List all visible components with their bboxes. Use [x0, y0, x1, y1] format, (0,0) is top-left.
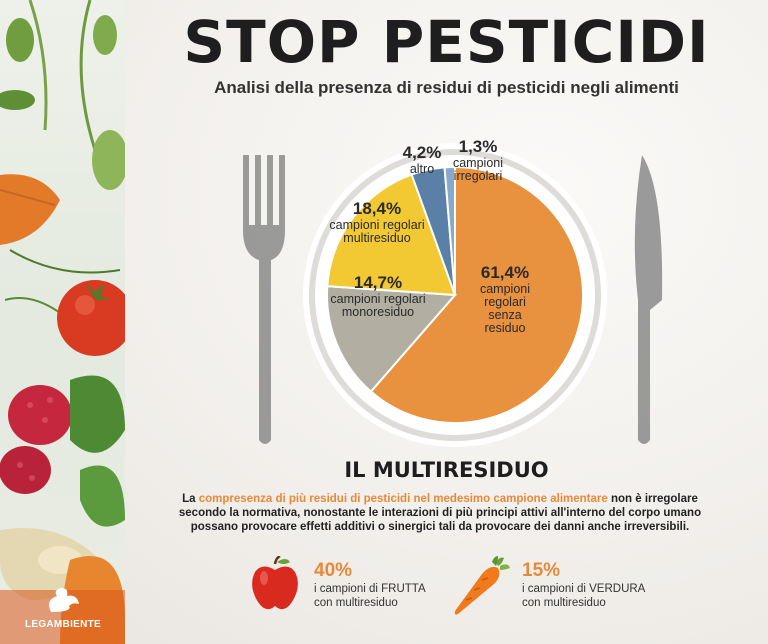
page-title: STOP PESTICIDI	[183, 8, 710, 76]
slice-percent-label: 18,4%	[353, 199, 401, 218]
fork-icon	[243, 155, 285, 444]
pie-slice	[369, 165, 584, 424]
swan-logo-icon	[49, 588, 79, 612]
slice-description-label: campioni	[453, 156, 503, 170]
slice-percent-label: 1,3%	[459, 140, 498, 156]
slice-description-label: residuo	[485, 321, 526, 335]
pie-chart: 61,4%campioniregolarisenzaresiduo14,7%ca…	[303, 140, 607, 447]
multiresiduo-title: IL MULTIRESIDUO	[344, 458, 549, 482]
slice-description-label: regolari	[484, 295, 526, 309]
vegetable-stat: 15% i campioni di VERDURA con multiresid…	[522, 560, 672, 610]
pie-slice	[326, 285, 458, 393]
apple-icon	[250, 554, 300, 612]
fruit-line-1: i campioni di FRUTTA	[314, 583, 426, 595]
vegetable-line-2: con multiresiduo	[522, 597, 606, 609]
slice-description-label: altro	[410, 162, 434, 176]
slice-description-label: campioni regolari	[329, 218, 424, 232]
fruit-stat: 40% i campioni di FRUTTA con multiresidu…	[314, 560, 454, 610]
slice-description-label: monoresiduo	[342, 305, 414, 319]
vegetables-image	[0, 0, 125, 644]
slice-description-label: irregolari	[454, 169, 503, 183]
slice-percent-label: 61,4%	[481, 263, 529, 282]
paragraph-part-b: non è irregolare secondo la normativa, n…	[178, 493, 702, 533]
vegetable-percentage: 15%	[522, 560, 561, 581]
legambiente-logo: LEGAMBIENTE	[4, 586, 122, 630]
vegetable-line-1: i campioni di VERDURA	[522, 583, 646, 595]
plate-ring	[309, 149, 601, 441]
fruit-line-2: con multiresiduo	[314, 597, 398, 609]
slice-description-label: senza	[488, 308, 521, 322]
logo-text: LEGAMBIENTE	[24, 619, 102, 630]
carrot-icon	[452, 556, 512, 616]
page-subtitle: Analisi della presenza di residui di pes…	[214, 78, 679, 97]
pie-slice	[326, 173, 457, 297]
slice-description-label: campioni regolari	[330, 292, 425, 306]
paragraph-highlight: compresenza di più residui di pesticidi …	[198, 493, 608, 505]
pie-slice	[443, 165, 456, 296]
slice-description-label: multiresiduo	[343, 231, 410, 245]
paragraph-part-a: La	[182, 493, 199, 505]
slice-description-label: campioni	[480, 282, 530, 296]
slice-percent-label: 4,2%	[403, 143, 442, 162]
knife-icon	[634, 155, 663, 444]
fruit-percentage: 40%	[314, 560, 353, 581]
slice-percent-label: 14,7%	[354, 273, 402, 292]
multiresiduo-paragraph: La compresenza di più residui di pestici…	[160, 492, 720, 534]
